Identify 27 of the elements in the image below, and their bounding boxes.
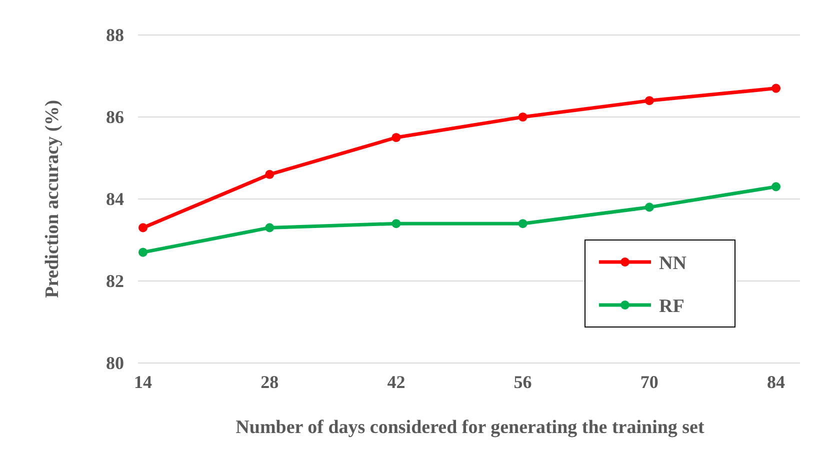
x-tick-label: 28: [260, 372, 279, 392]
point: [771, 182, 781, 192]
y-tick-label: 86: [106, 106, 124, 127]
point: [644, 96, 654, 106]
y-tick-label: 80: [106, 352, 124, 373]
point: [392, 219, 401, 228]
point: [265, 170, 274, 179]
x-tick-label: 56: [514, 372, 532, 392]
point: [265, 223, 274, 232]
y-tick-label: 82: [106, 270, 124, 291]
point: [518, 112, 528, 122]
x-tick-label: 84: [767, 372, 785, 392]
x-axis-title: Number of days considered for generating the training set: [236, 417, 705, 438]
legend-label: NN: [659, 253, 687, 274]
legend-label: RF: [659, 296, 684, 317]
point: [138, 223, 148, 232]
y-tick-label: 84: [106, 188, 124, 209]
point: [518, 219, 528, 228]
y-tick-label: 88: [106, 24, 124, 45]
point: [644, 202, 654, 212]
x-tick-label: 42: [387, 372, 406, 392]
x-tick-label: 14: [134, 372, 152, 392]
x-tick-label: 70: [640, 372, 658, 392]
y-axis-title: Prediction accuracy (%): [42, 100, 63, 298]
point: [138, 248, 148, 257]
point: [392, 132, 401, 142]
point: [771, 84, 781, 93]
